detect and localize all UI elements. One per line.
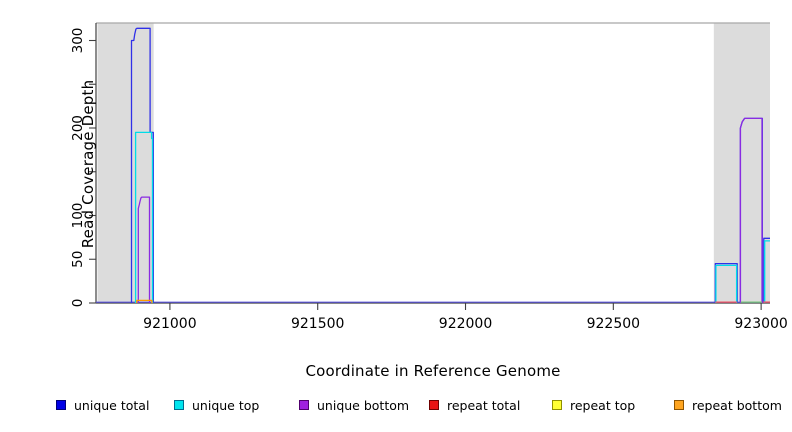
legend: unique total unique top unique bottom re… (0, 396, 792, 420)
x-tick-label: 921500 (291, 316, 344, 332)
legend-item-label: unique top (192, 397, 260, 413)
repeat-top-swatch-icon (552, 400, 562, 410)
legend-item-unique-bottom: unique bottom (299, 396, 409, 414)
legend-item-label: unique total (74, 397, 150, 413)
unique-total-swatch-icon (56, 400, 66, 410)
legend-item-repeat-top: repeat top (552, 396, 635, 414)
legend-item-repeat-bottom: repeat bottom (674, 396, 782, 414)
legend-item-label: repeat total (447, 397, 521, 413)
y-tick-label: 300 (70, 28, 86, 54)
repeat-bottom-swatch-icon (674, 400, 684, 410)
x-tick-label: 922500 (587, 316, 640, 332)
legend-item-label: repeat top (570, 397, 636, 413)
series-unique-bottom (137, 196, 151, 303)
series-unique-bottom (739, 117, 763, 303)
series-unique-top (134, 131, 154, 303)
y-tick-label: 100 (70, 203, 86, 229)
x-tick-label: 923000 (734, 316, 787, 332)
legend-item-repeat-total: repeat total (429, 396, 520, 414)
series-unique-top (764, 240, 770, 303)
x-tick-label: 922000 (439, 316, 492, 332)
legend-item-unique-total: unique total (56, 396, 149, 414)
x-tick-label: 921000 (143, 316, 196, 332)
y-tick-label: 0 (70, 299, 86, 308)
y-axis-title: Read Coverage Depth (79, 79, 97, 249)
legend-item-label: repeat bottom (692, 397, 782, 413)
unique-top-swatch-icon (174, 400, 184, 410)
y-tick-label: 200 (70, 115, 86, 141)
repeat-region-band (97, 23, 154, 303)
unique-bottom-swatch-icon (299, 400, 309, 410)
y-tick-label: 50 (70, 251, 86, 268)
series-unique-total (763, 237, 770, 303)
repeat-total-swatch-icon (429, 400, 439, 410)
legend-item-label: unique bottom (317, 397, 410, 413)
repeat-region-band (713, 23, 770, 303)
series-unique-top (715, 264, 738, 303)
legend-item-unique-top: unique top (174, 396, 259, 414)
x-axis-title: Coordinate in Reference Genome (305, 362, 561, 380)
series-repeat-bottom (136, 299, 153, 303)
